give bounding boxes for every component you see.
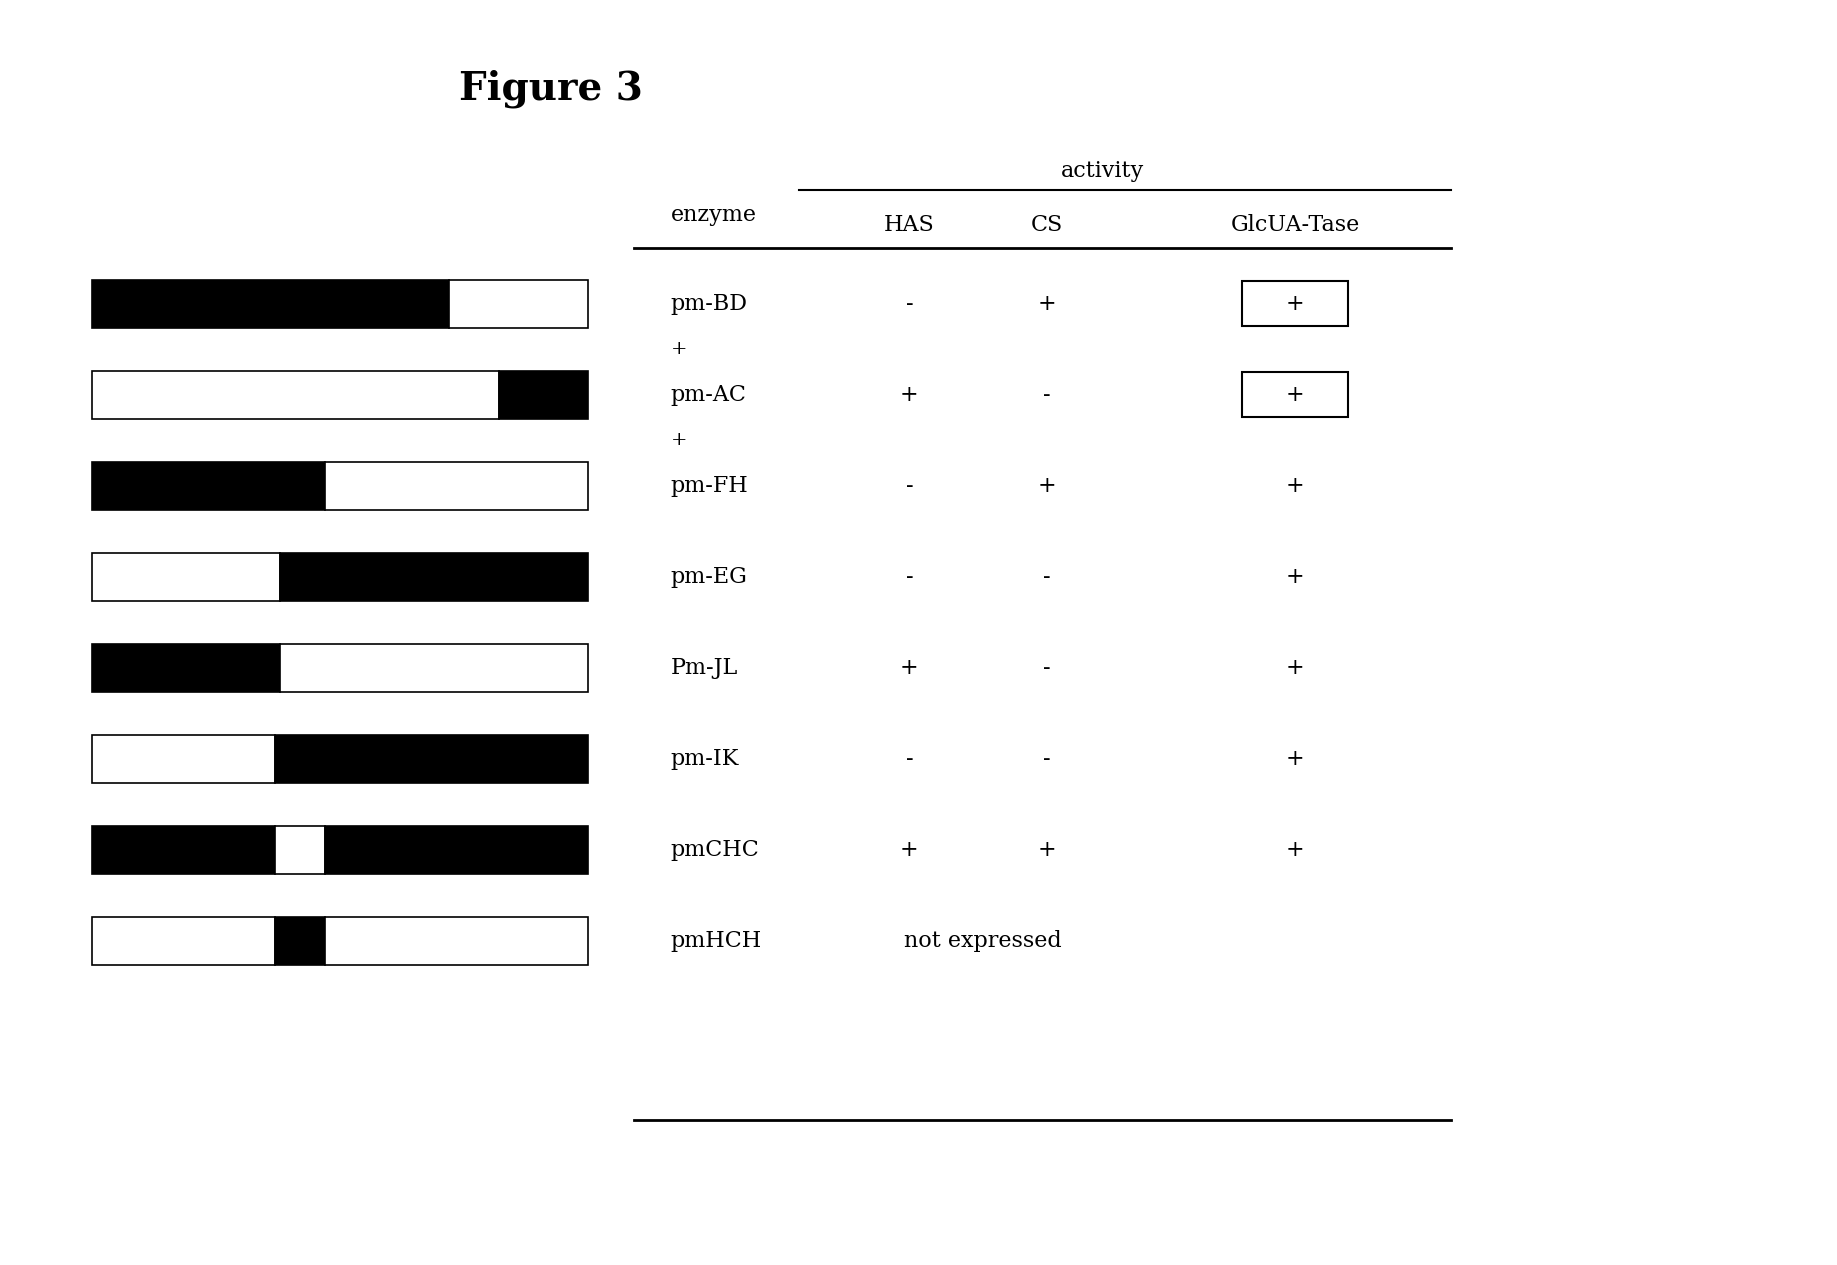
Bar [92, 280, 448, 328]
Bar [325, 462, 588, 510]
Bar [276, 826, 325, 874]
Bar [448, 280, 588, 328]
FancyBboxPatch shape [1242, 372, 1348, 417]
Text: -: - [1043, 657, 1051, 679]
Bar [92, 371, 498, 419]
Text: +: + [1286, 474, 1304, 497]
Bar [325, 826, 588, 874]
Text: Figure 3: Figure 3 [459, 70, 643, 108]
Text: -: - [1043, 748, 1051, 770]
Text: +: + [1286, 657, 1304, 679]
Text: -: - [906, 474, 913, 497]
Text: +: + [900, 657, 918, 679]
Text: CS: CS [1031, 214, 1064, 237]
Text: +: + [1286, 839, 1304, 861]
Text: +: + [1286, 565, 1304, 588]
Bar [276, 917, 325, 965]
Text: +: + [1038, 474, 1056, 497]
Bar [92, 644, 281, 692]
Text: not expressed: not expressed [904, 930, 1062, 953]
Text: +: + [671, 431, 687, 449]
Text: +: + [1286, 383, 1304, 406]
Text: pm-AC: pm-AC [671, 383, 746, 406]
Text: -: - [906, 565, 913, 588]
Text: +: + [1286, 748, 1304, 770]
Text: HAS: HAS [884, 214, 935, 237]
Bar [281, 553, 588, 601]
Bar [92, 735, 276, 783]
Text: pm-EG: pm-EG [671, 565, 748, 588]
Bar [92, 826, 276, 874]
Text: -: - [906, 748, 913, 770]
Bar [92, 553, 281, 601]
Bar [325, 917, 588, 965]
Text: -: - [1043, 565, 1051, 588]
Text: enzyme: enzyme [671, 204, 757, 226]
Text: Pm-JL: Pm-JL [671, 657, 738, 679]
Text: pmHCH: pmHCH [671, 930, 762, 953]
Bar [92, 917, 276, 965]
Text: +: + [900, 383, 918, 406]
Text: -: - [906, 292, 913, 315]
Bar [498, 371, 588, 419]
Text: +: + [1038, 839, 1056, 861]
Text: GlcUA-Tase: GlcUA-Tase [1231, 214, 1359, 237]
Bar [276, 735, 588, 783]
Bar [281, 644, 588, 692]
Text: +: + [900, 839, 918, 861]
Text: activity: activity [1060, 159, 1144, 182]
Text: +: + [1038, 292, 1056, 315]
Text: -: - [1043, 383, 1051, 406]
Text: pm-IK: pm-IK [671, 748, 738, 770]
Text: +: + [1286, 292, 1304, 315]
Text: pm-BD: pm-BD [671, 292, 748, 315]
Bar [92, 462, 325, 510]
Text: pmCHC: pmCHC [671, 839, 759, 861]
Text: pm-FH: pm-FH [671, 474, 748, 497]
FancyBboxPatch shape [1242, 281, 1348, 326]
Text: +: + [671, 340, 687, 358]
